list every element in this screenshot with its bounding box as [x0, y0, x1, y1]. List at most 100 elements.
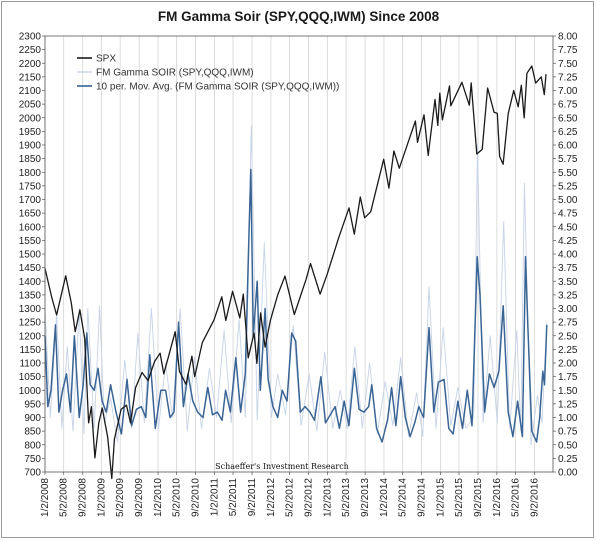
right-tick-label-31: 7.75 [558, 45, 578, 56]
x-tick-label-7: 5/2/2010 [172, 478, 183, 517]
x-tick-label-25: 5/2/2016 [511, 478, 522, 517]
x-axis: 1/2/2008 5/2/2008 9/2/2008 1/2/2009 5/2/2009… [40, 472, 541, 517]
left-axis: 700 750 800 850 900 950 1000 1050 1100 1150 1200 12… [19, 32, 45, 479]
right-tick-label-5: 1.25 [558, 399, 578, 410]
left-tick-label-11: 1250 [19, 318, 42, 329]
chart-title: FM Gamma Soir (SPY,QQQ,IWM) Since 2008 [157, 9, 440, 24]
right-tick-label-16: 4.00 [558, 250, 578, 261]
left-tick-label-13: 1350 [19, 290, 42, 301]
x-tick-label-22: 5/2/2015 [454, 478, 465, 517]
source-note: Schaeffer's Investment Research [215, 462, 349, 471]
x-tick-label-5: 9/2/2009 [134, 478, 145, 517]
right-tick-label-19: 4.75 [558, 209, 578, 220]
left-tick-label-2: 800 [24, 440, 41, 451]
left-tick-label-31: 2250 [19, 45, 42, 56]
right-tick-label-26: 6.50 [558, 113, 578, 124]
left-tick-label-32: 2300 [19, 32, 42, 43]
right-tick-label-6: 1.50 [558, 386, 578, 397]
right-tick-label-9: 2.25 [558, 345, 578, 356]
left-tick-label-28: 2100 [19, 86, 42, 97]
left-tick-label-21: 1750 [19, 181, 42, 192]
left-tick-label-24: 1900 [19, 141, 42, 152]
right-tick-label-3: 0.75 [558, 427, 578, 438]
left-tick-label-7: 1050 [19, 372, 42, 383]
x-tick-label-24: 1/2/2016 [492, 478, 503, 517]
x-tick-label-23: 9/2/2015 [473, 478, 484, 517]
right-tick-label-2: 0.50 [558, 440, 578, 451]
legend-entry-spx: SPX [96, 54, 116, 65]
soir-moving-average-line [44, 168, 548, 443]
left-tick-label-17: 1550 [19, 236, 42, 247]
right-tick-label-21: 5.25 [558, 181, 578, 192]
x-tick-label-4: 5/2/2009 [115, 478, 126, 517]
right-tick-label-10: 2.50 [558, 331, 578, 342]
right-tick-label-15: 3.75 [558, 263, 578, 274]
right-tick-label-20: 5.00 [558, 195, 578, 206]
right-tick-label-4: 1.00 [558, 413, 578, 424]
x-tick-label-9: 1/2/2011 [209, 478, 220, 517]
right-tick-label-25: 6.25 [558, 127, 578, 138]
right-tick-label-22: 5.50 [558, 168, 578, 179]
x-tick-label-2: 9/2/2008 [78, 478, 89, 517]
left-tick-label-1: 750 [24, 454, 41, 465]
left-tick-label-3: 850 [24, 427, 41, 438]
x-tick-label-13: 5/2/2012 [285, 478, 296, 517]
x-tick-label-0: 1/2/2008 [40, 478, 51, 517]
x-tick-label-14: 9/2/2012 [304, 478, 315, 517]
x-tick-label-21: 1/2/2015 [435, 478, 446, 517]
left-tick-label-30: 2200 [19, 59, 42, 70]
legend-entry-soir: FM Gamma SOIR (SPY,QQQ,IWM) [96, 68, 254, 79]
legend: SPX FM Gamma SOIR (SPY,QQQ,IWM) 10 per. Mo… [77, 54, 339, 93]
right-tick-label-30: 7.50 [558, 59, 578, 70]
right-tick-label-0: 0.00 [558, 468, 578, 479]
x-tick-label-1: 5/2/2008 [59, 478, 70, 517]
left-tick-label-25: 1950 [19, 127, 42, 138]
x-tick-label-6: 1/2/2010 [153, 478, 164, 517]
left-tick-label-16: 1500 [19, 250, 42, 261]
x-tick-label-17: 9/2/2013 [360, 478, 371, 517]
right-tick-label-12: 3.00 [558, 304, 578, 315]
right-tick-label-23: 5.75 [558, 154, 578, 165]
right-tick-label-32: 8.00 [558, 32, 578, 43]
x-tick-label-18: 1/2/2014 [379, 478, 390, 517]
x-tick-label-10: 5/2/2011 [228, 478, 239, 517]
x-tick-label-15: 1/2/2013 [323, 478, 334, 517]
left-tick-label-22: 1800 [19, 168, 42, 179]
legend-entry-moving-average: 10 per. Mov. Avg. (FM Gamma SOIR (SPY,QQ… [96, 82, 339, 93]
x-tick-label-16: 5/2/2013 [341, 478, 352, 517]
left-tick-label-12: 1300 [19, 304, 42, 315]
plot-border [44, 35, 554, 473]
left-tick-label-15: 1450 [19, 263, 42, 274]
right-tick-label-28: 7.00 [558, 86, 578, 97]
x-tick-label-8: 9/2/2010 [191, 478, 202, 517]
x-tick-label-26: 9/2/2016 [530, 478, 541, 517]
right-tick-label-13: 3.25 [558, 290, 578, 301]
spx-series-line [44, 65, 547, 480]
left-tick-label-29: 2150 [19, 72, 42, 83]
right-tick-label-24: 6.00 [558, 141, 578, 152]
left-tick-label-0: 700 [24, 468, 41, 479]
left-tick-label-20: 1700 [19, 195, 42, 206]
right-tick-label-11: 2.75 [558, 318, 578, 329]
left-tick-label-19: 1650 [19, 209, 42, 220]
right-tick-label-8: 2.00 [558, 359, 578, 370]
left-tick-label-8: 1100 [19, 359, 41, 370]
right-tick-label-27: 6.75 [558, 100, 578, 111]
left-tick-label-5: 950 [24, 399, 41, 410]
series-layer [44, 65, 548, 480]
x-tick-label-19: 5/2/2014 [398, 478, 409, 517]
right-tick-label-29: 7.25 [558, 72, 578, 83]
x-tick-label-11: 9/2/2011 [247, 478, 258, 517]
left-tick-label-27: 2050 [19, 100, 42, 111]
right-tick-label-18: 4.50 [558, 222, 578, 233]
left-tick-label-14: 1400 [19, 277, 42, 288]
right-tick-label-7: 1.75 [558, 372, 578, 383]
right-axis: 0.00 0.25 0.50 0.75 1.00 1.25 1.50 1.75 2.00 2.25… [553, 32, 578, 479]
right-tick-label-17: 4.25 [558, 236, 578, 247]
left-tick-label-23: 1850 [19, 154, 42, 165]
left-tick-label-10: 1200 [19, 331, 42, 342]
x-tick-label-20: 9/2/2014 [417, 478, 428, 517]
x-tick-label-3: 1/2/2009 [97, 478, 108, 517]
